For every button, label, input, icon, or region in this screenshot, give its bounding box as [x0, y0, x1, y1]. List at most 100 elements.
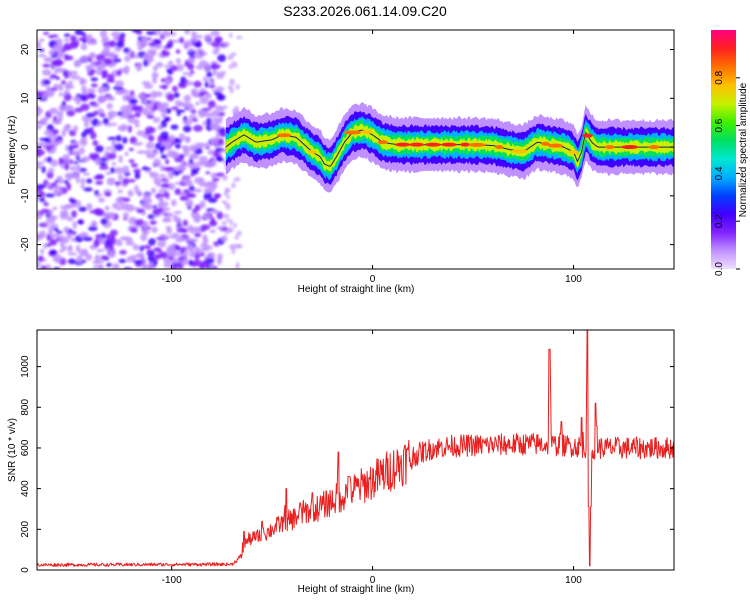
spectrogram-noise-blob — [81, 85, 87, 94]
spectrogram-noise-blob — [207, 149, 215, 155]
spectrogram-noise-blob — [97, 61, 102, 65]
spectrogram-noise-blob — [236, 262, 240, 269]
spectrogram-noise-blob — [129, 255, 138, 259]
spectrogram-noise-blob — [172, 257, 180, 264]
spectrogram-noise-blob — [210, 121, 216, 129]
spectrogram-noise-blob — [195, 48, 203, 54]
spectrogram-noise-blob — [80, 184, 85, 189]
spectrogram-noise-blob — [231, 182, 236, 189]
spectrogram-noise-blob — [220, 236, 228, 243]
spectrogram-noise-blob — [175, 235, 185, 243]
spectrogram-noise-blob — [40, 208, 50, 214]
spectrogram-noise-blob — [193, 80, 202, 88]
spectrogram-x-label: Height of straight line (km) — [298, 284, 415, 295]
spectrogram-noise-blob — [195, 101, 200, 106]
spectrogram-noise-blob — [215, 38, 223, 43]
spectrogram-noise-blob — [192, 118, 198, 122]
ridge-peak — [308, 149, 317, 154]
spectrogram-noise-blob — [109, 229, 118, 236]
spectrogram-noise-blob — [186, 193, 197, 198]
spectrogram-noise-blob — [37, 184, 46, 190]
spectrogram-noise-blob — [50, 87, 58, 91]
spectrogram-noise-blob — [63, 124, 71, 132]
spectrogram-noise-blob — [72, 221, 77, 230]
y-tick-label: 0 — [20, 567, 31, 573]
spectrogram-noise-blob — [223, 213, 229, 219]
spectrogram-noise-blob — [211, 159, 216, 164]
spectrogram-noise-blob — [231, 61, 238, 69]
spectrogram-noise-blob — [103, 86, 109, 93]
spectrogram-noise-blob — [236, 244, 243, 249]
spectrogram-noise-blob — [112, 263, 120, 269]
spectrogram-noise-blob — [64, 104, 72, 110]
spectrogram-noise-blob — [173, 39, 179, 43]
spectrogram-noise-blob — [37, 213, 42, 217]
spectrogram-noise-blob — [41, 166, 46, 174]
spectrogram-noise-blob — [106, 262, 112, 268]
spectrogram-noise-blob — [198, 110, 204, 118]
spectrogram-noise-blob — [56, 110, 64, 118]
spectrogram-noise-blob — [55, 230, 63, 234]
spectrogram-noise-blob — [86, 88, 96, 94]
spectrogram-noise-blob — [55, 50, 64, 58]
spectrogram-noise-blob — [94, 190, 100, 195]
colorbar-tick-label: 0.8 — [714, 70, 725, 84]
spectrogram-noise-blob — [49, 239, 58, 246]
spectrogram-noise-blob — [194, 252, 200, 260]
spectrogram-noise-blob — [116, 40, 125, 49]
spectrogram-noise-blob — [52, 254, 62, 263]
spectrogram-noise-blob — [122, 212, 129, 219]
spectrogram-noise-blob — [78, 206, 88, 212]
spectrogram-noise-blob — [190, 173, 195, 177]
spectrogram-noise-blob — [139, 245, 144, 252]
spectrogram-noise-blob — [152, 65, 158, 72]
spectrogram-noise-blob — [98, 197, 106, 203]
spectrogram-noise-blob — [155, 236, 165, 241]
spectrogram-noise-blob — [38, 141, 47, 148]
spectrogram-noise-blob — [64, 71, 69, 79]
spectrogram-noise-blob — [99, 112, 106, 118]
spectrogram-noise-blob — [204, 257, 215, 264]
figure-title: S233.2026.061.14.09.C20 — [283, 3, 447, 19]
spectrogram-noise-blob — [38, 223, 47, 227]
spectrogram-noise-blob — [37, 148, 42, 154]
spectrogram-noise-blob — [91, 220, 97, 226]
spectrogram-noise-blob — [141, 263, 147, 269]
spectrogram-noise-blob — [81, 39, 88, 44]
spectrogram-noise-blob — [209, 263, 215, 269]
spectrogram-y-label: Frequency (Hz) — [7, 116, 18, 185]
spectrogram-noise-blob — [230, 52, 237, 57]
spectrogram-noise-blob — [47, 167, 55, 173]
spectrogram-noise-blob — [171, 265, 178, 269]
spectrogram-noise-blob — [66, 110, 76, 117]
spectrogram-noise-blob — [188, 47, 194, 52]
spectrogram-noise-blob — [118, 258, 127, 264]
ridge-peak — [377, 140, 388, 145]
spectrogram-noise-blob — [203, 187, 210, 194]
spectrogram-noise-blob — [151, 149, 159, 156]
spectrogram-noise-blob — [171, 106, 179, 110]
spectrogram-noise-blob — [202, 76, 209, 82]
spectrogram-noise-blob — [93, 239, 100, 248]
ridge-peak — [277, 133, 292, 138]
spectrogram-noise-blob — [182, 219, 188, 227]
spectrogram-noise-blob — [82, 236, 93, 242]
spectrogram-noise-blob — [209, 229, 216, 234]
spectrogram-noise-blob — [178, 83, 188, 87]
spectrogram-noise-blob — [217, 138, 224, 146]
spectrogram-noise-blob — [170, 141, 176, 146]
spectrogram-noise-blob — [105, 171, 112, 175]
spectrogram-noise-blob — [37, 261, 41, 269]
spectrogram-noise-blob — [152, 75, 158, 84]
spectrogram-noise-blob — [182, 145, 190, 152]
spectrogram-noise-blob — [183, 79, 189, 83]
ridge-peak — [441, 142, 457, 147]
spectrogram-noise-blob — [212, 68, 217, 76]
spectrogram-noise-blob — [211, 110, 220, 118]
spectrogram-noise-blob — [85, 178, 93, 184]
spectrogram-noise-blob — [100, 255, 109, 260]
spectrogram-noise-blob — [51, 233, 61, 238]
spectrogram-noise-blob — [179, 162, 186, 171]
spectrogram-noise-blob — [226, 218, 230, 223]
spectrogram-noise-blob — [144, 126, 155, 134]
